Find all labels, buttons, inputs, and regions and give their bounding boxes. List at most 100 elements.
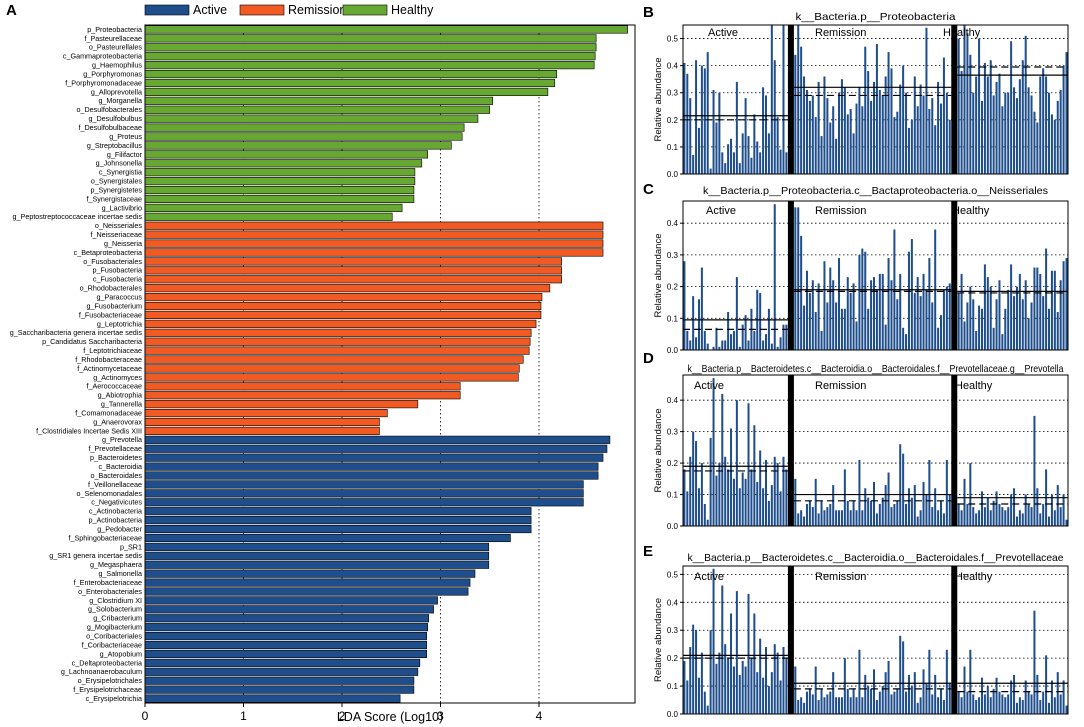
lda-bar-label-f-actinomycetaceae: f_Actinomycetaceae	[77, 364, 142, 373]
panel-d-bar-healthy-22	[1021, 513, 1024, 526]
panel-c-bar-active-16	[730, 334, 733, 350]
lda-bar-c-synergistia	[144, 168, 416, 177]
lda-bar-g-haemophilus	[144, 61, 595, 70]
panel-a-chart: p_Proteobacteriaf_Pasteurellaceaeo_Paste…	[10, 3, 636, 724]
panel-d-bar-remission-8	[817, 513, 820, 526]
panel-b-bar-remission-18	[846, 114, 849, 174]
panel-d-bar-healthy-0	[957, 503, 960, 526]
panel-c-bar-remission-39	[907, 251, 910, 350]
panel-b-bar-remission-11	[826, 98, 829, 174]
panel-c-bar-active-2	[689, 340, 692, 350]
panel-e-bar-remission-49	[937, 697, 940, 714]
panel-e-bar-healthy-31	[1048, 702, 1051, 714]
panel-b-bar-healthy-27	[1036, 122, 1039, 174]
lda-bar-label-f-coribacteriaceae: f_Coribacteriaceae	[82, 640, 142, 649]
lda-bar-label-o-coribacteriales: o_Coribacteriales	[86, 631, 142, 640]
panel-d-bar-active-11	[715, 475, 718, 526]
panel-d-bar-healthy-4	[969, 463, 972, 526]
panel-d-bar-remission-42	[916, 516, 919, 526]
panel-e-bar-remission-1	[797, 700, 800, 714]
panel-d-bar-healthy-11	[989, 510, 992, 526]
panel-b-bar-remission-13	[832, 106, 835, 174]
panel-e-bar-healthy-23	[1024, 680, 1027, 714]
lda-bar-label-g-abiotrophia: g_Abiotrophia	[98, 391, 142, 400]
lda-bar-c-actinobacteria	[144, 507, 532, 516]
panel-b-bar-active-7	[703, 68, 706, 174]
panel-c-bar-healthy-15	[1001, 334, 1004, 350]
panel-c-bar-healthy-17	[1007, 289, 1010, 350]
panel-b-bar-healthy-9	[983, 62, 986, 174]
panel-a-xtick-label-0: 0	[142, 709, 149, 723]
panel-e-bar-remission-15	[838, 697, 841, 714]
panel-d-bar-remission-33	[890, 507, 893, 526]
lda-bar-g-desulfobulbus	[144, 114, 479, 123]
panel-b-bar-remission-29	[878, 90, 881, 174]
panel-d-bar-active-9	[709, 437, 712, 526]
panel-d-bar-healthy-37	[1065, 519, 1068, 526]
panel-c-group-separator-1	[951, 201, 958, 350]
panel-d-bar-active-10	[712, 378, 715, 526]
lda-bar-label-o-bacteroidales: o_Bacteroidales	[90, 471, 142, 480]
panel-d-group-label-healthy: Healthy	[955, 380, 993, 392]
panel-e-bar-remission-41	[913, 672, 916, 714]
panel-b-bar-remission-15	[838, 92, 841, 174]
panel-b-title: k__Bacteria.p__Proteobacteria	[796, 11, 956, 23]
lda-bar-label-g-johnsonella: g_Johnsonella	[96, 159, 142, 168]
lda-bar-o-erysipelotrichales	[144, 676, 415, 685]
panel-d-bar-healthy-21	[1018, 510, 1021, 526]
legend-swatch-healthy	[342, 4, 388, 16]
panel-c-bar-healthy-3	[966, 302, 969, 350]
panel-e-bar-remission-39	[907, 674, 910, 714]
panel-c-bar-active-14	[724, 340, 727, 350]
lda-bar-o-synergistales	[144, 177, 416, 186]
panel-b-bar-remission-43	[919, 84, 922, 174]
panel-e-bar-remission-51	[942, 700, 945, 714]
panel-c-bar-healthy-32	[1050, 270, 1053, 350]
panel-e-bar-healthy-30	[1045, 655, 1048, 714]
panel-e-bar-healthy-3	[966, 691, 969, 714]
lda-bar-g-streptobacillus	[144, 141, 452, 150]
panel-e-bar-remission-3	[803, 702, 806, 714]
panel-e-bar-healthy-10	[986, 686, 989, 714]
panel-d-ylabel: Relative abundance	[653, 409, 664, 493]
panel-b-bar-remission-34	[893, 117, 896, 174]
panel-c-bar-remission-31	[884, 324, 887, 350]
lda-bar-g-atopobium	[144, 649, 428, 658]
panel-label-c: C	[643, 181, 654, 198]
panel-c-bar-active-30	[770, 343, 773, 350]
panel-e-bar-healthy-7	[978, 697, 981, 714]
panel-e-ytick-label-2: 0.2	[667, 654, 679, 663]
lda-bar-label-c-synergistia: c_Synergistia	[99, 168, 142, 177]
panel-c-bar-active-18	[735, 277, 738, 350]
panel-d-bar-healthy-3	[966, 503, 969, 526]
lda-bar-p-sr1	[144, 542, 490, 551]
panel-b-bar-active-9	[709, 168, 712, 174]
panel-c-bar-active-12	[718, 346, 721, 350]
panel-b-ytick-label-4: 0.4	[667, 62, 679, 71]
lda-bar-g-salmonella	[144, 569, 476, 578]
panel-e-bar-remission-14	[835, 697, 838, 714]
panel-c-bar-healthy-25	[1030, 302, 1033, 350]
lda-bar-g-johnsonella	[144, 159, 423, 168]
panel-e-bar-active-0	[683, 660, 686, 714]
lda-bar-label-f-fusobacteriaceae: f_Fusobacteriaceae	[79, 310, 142, 319]
panel-d-bar-healthy-5	[972, 507, 975, 526]
panel-b-bar-remission-10	[823, 76, 826, 174]
panel-e-bar-healthy-24	[1027, 691, 1030, 714]
panel-c-bar-remission-46	[928, 258, 931, 350]
lda-bar-label-c-bacteroidia: c_Bacteroidia	[98, 462, 142, 471]
lda-bar-g-mogibacterium	[144, 623, 428, 632]
lda-bar-f-neisseriaceae	[144, 230, 604, 239]
panel-e-bar-healthy-26	[1033, 610, 1036, 714]
panel-e-bar-active-1	[686, 680, 689, 714]
panel-d-bar-active-21	[744, 478, 747, 526]
panel-b-bar-active-1	[686, 73, 689, 174]
panel-c-bar-remission-1	[797, 207, 800, 350]
panel-b-bar-remission-52	[945, 92, 948, 174]
panel-c-axes-frame	[682, 200, 1069, 351]
panel-c-bar-healthy-31	[1048, 308, 1051, 350]
panel-d-bar-healthy-12	[992, 500, 995, 526]
panel-d-bar-active-16	[730, 428, 733, 526]
panel-label-b: B	[643, 4, 654, 21]
panel-d-bar-healthy-16	[1004, 510, 1007, 526]
